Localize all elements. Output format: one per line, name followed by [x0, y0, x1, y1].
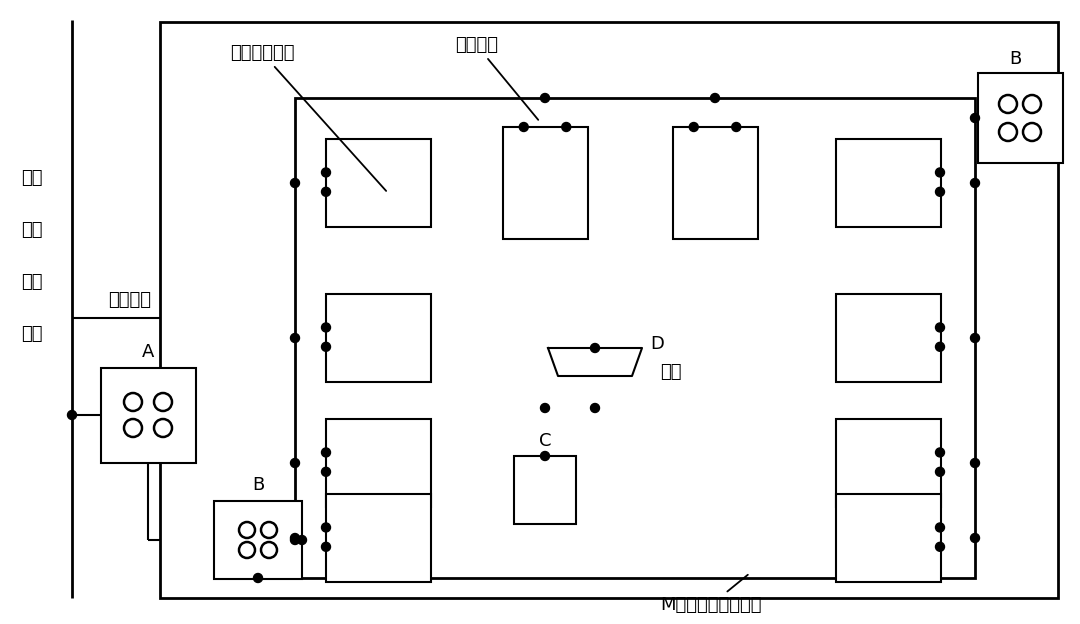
Circle shape	[322, 542, 330, 551]
Bar	[836, 419, 941, 507]
Circle shape	[322, 323, 330, 332]
Bar	[673, 127, 758, 239]
Circle shape	[254, 573, 262, 582]
Circle shape	[291, 534, 299, 542]
Bar	[160, 22, 1058, 598]
Circle shape	[591, 404, 599, 412]
Circle shape	[711, 94, 719, 102]
Circle shape	[540, 404, 550, 412]
Circle shape	[935, 187, 945, 197]
Bar	[214, 501, 302, 579]
Circle shape	[519, 122, 528, 132]
Text: 竖井: 竖井	[22, 221, 43, 239]
Circle shape	[935, 168, 945, 177]
Circle shape	[971, 459, 980, 467]
Circle shape	[540, 452, 550, 461]
Circle shape	[291, 535, 299, 545]
Bar	[326, 419, 431, 507]
Circle shape	[322, 168, 330, 177]
Text: 本层竖井: 本层竖井	[108, 291, 151, 309]
Circle shape	[297, 535, 307, 545]
Circle shape	[322, 467, 330, 476]
Bar	[503, 127, 588, 239]
Text: C: C	[539, 432, 551, 450]
Bar	[295, 98, 975, 578]
Circle shape	[935, 343, 945, 351]
Bar	[836, 494, 941, 582]
Bar	[514, 456, 576, 524]
Circle shape	[935, 323, 945, 332]
Text: 干线: 干线	[22, 325, 43, 343]
Circle shape	[971, 333, 980, 343]
Circle shape	[67, 411, 77, 419]
Circle shape	[322, 187, 330, 197]
Circle shape	[689, 122, 699, 132]
Circle shape	[971, 114, 980, 122]
Circle shape	[935, 542, 945, 551]
Text: A: A	[141, 343, 154, 361]
Text: 单台设备: 单台设备	[455, 36, 538, 120]
Circle shape	[971, 534, 980, 542]
Circle shape	[935, 523, 945, 532]
Text: 设备机房示意: 设备机房示意	[230, 44, 387, 191]
Circle shape	[971, 178, 980, 187]
Circle shape	[935, 467, 945, 476]
Bar	[102, 368, 195, 463]
Text: D: D	[650, 335, 664, 353]
Text: M型等电位连接网络: M型等电位连接网络	[660, 575, 761, 614]
Bar	[326, 139, 431, 227]
Bar	[978, 73, 1063, 163]
Circle shape	[322, 448, 330, 457]
Circle shape	[291, 178, 299, 187]
Circle shape	[322, 523, 330, 532]
Bar	[326, 294, 431, 382]
Circle shape	[562, 122, 570, 132]
Text: 电气: 电气	[22, 169, 43, 187]
Circle shape	[935, 448, 945, 457]
Text: B: B	[252, 476, 265, 494]
Bar	[836, 139, 941, 227]
Text: 线槽: 线槽	[660, 363, 681, 381]
Circle shape	[540, 94, 550, 102]
Bar	[326, 494, 431, 582]
Circle shape	[322, 343, 330, 351]
Text: B: B	[1009, 50, 1021, 68]
Circle shape	[291, 333, 299, 343]
Bar	[836, 294, 941, 382]
Circle shape	[591, 343, 599, 353]
Text: 接地: 接地	[22, 273, 43, 291]
Circle shape	[291, 459, 299, 467]
Circle shape	[732, 122, 741, 132]
